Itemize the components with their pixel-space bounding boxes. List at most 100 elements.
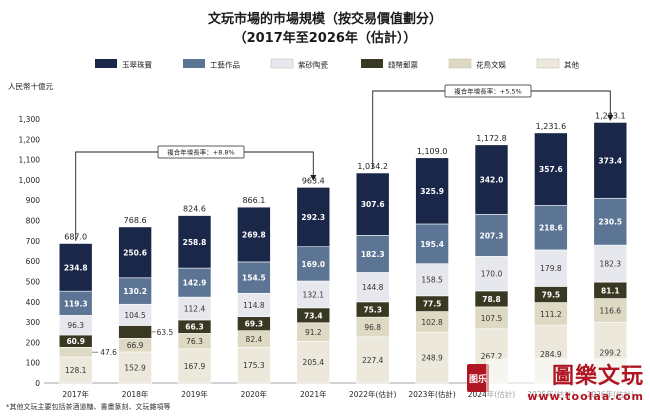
bar-segment — [355, 336, 390, 384]
y-tick-label: 900 — [26, 196, 41, 205]
bar-segment — [58, 356, 93, 384]
segment-label: 205.4 — [303, 358, 325, 367]
bar-segment — [474, 213, 509, 257]
segment-label: 182.3 — [600, 260, 622, 269]
bar-segment — [58, 290, 93, 316]
bar-segment — [296, 246, 331, 282]
legend-swatch — [448, 58, 472, 69]
bar-segment — [593, 122, 628, 199]
segment-label: 284.9 — [540, 350, 562, 359]
bar-segment — [534, 205, 568, 251]
segment-label: 96.8 — [364, 323, 381, 332]
footnote: *其他文玩主要包括茶酒道糖、書畫篆刻、文玩雜項等 — [6, 403, 171, 411]
segment-label: 144.8 — [362, 283, 384, 292]
bar-segment — [296, 187, 331, 248]
x-tick-label: 2020年 — [241, 389, 268, 399]
segment-label: 234.8 — [64, 263, 88, 272]
bar-segment — [58, 347, 93, 358]
segment-label: 69.3 — [245, 320, 264, 329]
legend-swatch — [95, 59, 117, 68]
bar-segment — [474, 144, 509, 215]
legend-label: 花鳥文娛 — [476, 60, 506, 70]
segment-label: 79.5 — [542, 290, 561, 299]
cagr-label: 複合年增長率：+8.8% — [167, 148, 234, 157]
segment-label: 96.3 — [67, 321, 84, 330]
bar-total-label: 1,172.8 — [476, 134, 507, 143]
segment-label: 267.2 — [481, 352, 503, 361]
segment-label: 82.4 — [246, 335, 263, 344]
legend-label: 玉翠珠寶 — [122, 60, 152, 70]
segment-label: 47.6 — [100, 348, 117, 357]
segment-label: 175.3 — [243, 361, 265, 370]
segment-label: 158.5 — [421, 276, 443, 285]
segment-label: 167.9 — [184, 362, 206, 371]
segment-label: 78.8 — [482, 295, 501, 304]
segment-label: 169.0 — [301, 260, 325, 269]
segment-label: 73.4 — [304, 311, 323, 320]
segment-label: 299.2 — [600, 349, 622, 358]
segment-label: 342.0 — [480, 176, 504, 185]
y-tick-label: 300 — [26, 318, 41, 327]
y-tick-label: 1,000 — [19, 176, 41, 185]
bar-segment — [58, 243, 93, 292]
bar-segment — [415, 223, 449, 264]
segment-label: 142.9 — [183, 279, 207, 288]
segment-label: 152.9 — [124, 363, 146, 372]
bar-segment — [118, 325, 152, 339]
y-tick-label: 800 — [26, 217, 41, 226]
segment-label: 107.5 — [481, 314, 503, 323]
segment-label: 66.3 — [185, 323, 204, 332]
segment-label: 116.6 — [600, 306, 622, 315]
cagr-arrow-head — [310, 174, 317, 181]
bar-total-label: 1,109.0 — [417, 147, 448, 156]
y-tick-label: 700 — [26, 237, 41, 246]
segment-label: 218.6 — [539, 224, 563, 233]
segment-label: 269.8 — [242, 231, 266, 240]
bar-total-label: 824.6 — [183, 205, 206, 214]
bar-segment — [237, 261, 271, 294]
segment-label: 132.1 — [303, 290, 325, 299]
segment-label: 119.3 — [64, 299, 88, 308]
y-tick-label: 1,100 — [19, 156, 41, 165]
segment-label: 76.3 — [186, 337, 203, 346]
segment-label: 357.6 — [539, 165, 563, 174]
y-tick-label: 1,300 — [19, 115, 41, 124]
legend-swatch — [536, 58, 560, 69]
segment-label: 77.5 — [423, 300, 442, 309]
bar-segment — [118, 351, 152, 384]
bar-segment — [177, 267, 212, 298]
legend-swatch — [270, 58, 294, 69]
bar-segment — [296, 340, 331, 384]
segment-label: 227.4 — [362, 356, 384, 365]
bar-segment — [355, 172, 390, 236]
watermark-seal — [467, 364, 489, 392]
y-axis-label: 人民幣十億元 — [8, 81, 53, 91]
legend-swatch — [361, 59, 383, 68]
bar-segment — [177, 215, 212, 269]
segment-label: 250.6 — [123, 248, 147, 257]
segment-label: 114.8 — [243, 301, 265, 310]
y-tick-label: 500 — [26, 277, 41, 286]
segment-label: 179.8 — [540, 264, 562, 273]
segment-label: 63.5 — [157, 328, 174, 337]
legend-swatch — [183, 59, 205, 68]
segment-label: 258.8 — [183, 238, 207, 247]
bar-segment — [474, 256, 509, 292]
watermark-seal-text: 图乐 — [469, 373, 487, 385]
bar-segment — [355, 272, 390, 303]
bar-segment — [177, 348, 212, 384]
watermark-url: www.toolaa.com — [527, 390, 644, 403]
bar-segment — [118, 277, 152, 305]
bar-total-label: 768.6 — [124, 216, 147, 225]
segment-label: 75.3 — [363, 306, 382, 315]
segment-label: 307.6 — [361, 200, 385, 209]
cagr-arrow-head — [607, 115, 614, 121]
watermark-text: 圖樂文玩 — [551, 363, 644, 389]
segment-label: 230.5 — [598, 218, 622, 227]
bar-segment — [534, 132, 568, 206]
chart-subtitle: （2017年至2026年（估計）） — [233, 31, 417, 46]
y-tick-label: 0 — [35, 379, 40, 388]
x-tick-label: 2023年(估計) — [408, 389, 456, 399]
